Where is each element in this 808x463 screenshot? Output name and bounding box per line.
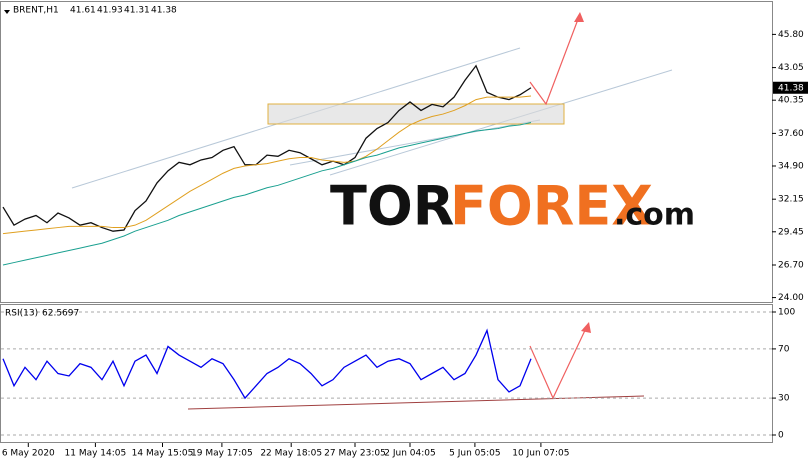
- y-tick-label: 40.35: [778, 96, 804, 106]
- channel-line: [289, 119, 541, 166]
- x-tick-label: 14 May 15:05: [132, 449, 194, 459]
- x-tick-label: 2 Jun 04:05: [384, 449, 435, 459]
- y-tick-label: 100: [778, 308, 795, 318]
- price-line: [2, 122, 532, 266]
- watermark: TOR FOREX .com: [330, 175, 695, 238]
- ohlc-value: 41.31: [124, 6, 150, 16]
- forecast-arrow: [529, 13, 581, 106]
- y-tick-label: 45.80: [778, 30, 804, 40]
- x-tick-label: 19 May 17:05: [191, 449, 253, 459]
- y-tick-label: 37.60: [778, 129, 804, 139]
- ohlc-value: 41.93: [97, 6, 123, 16]
- rsi-value: 62.5697: [42, 309, 79, 319]
- y-tick-label: 34.90: [778, 161, 804, 171]
- y-tick-label: 0: [778, 430, 784, 440]
- price-panel: [0, 1, 773, 303]
- price-line: [2, 328, 532, 400]
- y-tick-label: 29.45: [778, 227, 804, 237]
- rsi-title: RSI(13): [5, 309, 38, 319]
- y-tick-label: 30: [778, 394, 790, 404]
- price-line: [2, 64, 532, 232]
- x-tick-label: 10 Jun 07:05: [512, 449, 569, 459]
- watermark-text: TOR: [330, 175, 454, 238]
- arrow-head: [574, 12, 584, 22]
- x-tick-label: 27 May 23:05: [324, 449, 386, 459]
- annotations: [71, 12, 673, 410]
- y-tick-label: 70: [778, 344, 790, 354]
- x-tick-label: 6 May 2020: [2, 449, 55, 459]
- x-tick-label: 5 Jun 05:05: [449, 449, 500, 459]
- ohlc-value: 41.61: [70, 6, 96, 16]
- rsi-panel: [0, 304, 773, 443]
- support-zone: [267, 103, 565, 125]
- watermark-text: FOREX: [450, 175, 653, 238]
- y-tick-label: 26.70: [778, 260, 804, 270]
- price-line: [2, 95, 532, 235]
- chart-title: BRENT,H1: [13, 6, 59, 16]
- ohlc-value: 41.38: [151, 6, 177, 16]
- x-tick-label: 22 May 18:05: [260, 449, 322, 459]
- x-tick-label: 11 May 14:05: [65, 449, 127, 459]
- watermark-text: .com: [614, 198, 695, 233]
- y-tick-label: 32.15: [778, 195, 804, 205]
- arrow-head: [581, 322, 591, 333]
- y-tick-label: 24.00: [778, 293, 804, 303]
- y-tick-label: 43.05: [778, 63, 804, 73]
- menu-icon: [4, 10, 10, 14]
- last-price-label: 41.38: [778, 83, 804, 93]
- last-price-box: [773, 81, 808, 94]
